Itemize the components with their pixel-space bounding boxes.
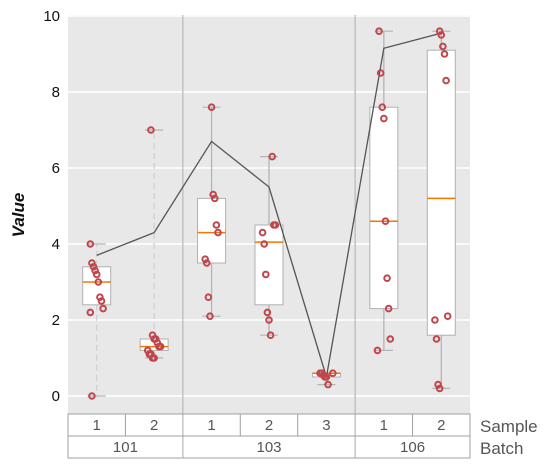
- data-point: [214, 228, 222, 237]
- y-tick-label: 0: [52, 388, 60, 405]
- data-point: [443, 312, 452, 321]
- data-point: [204, 293, 213, 302]
- data-point: [147, 126, 155, 134]
- y-axis: 0 2 4 6 8 10: [43, 8, 60, 405]
- data-point: [442, 76, 450, 85]
- box-rect: [426, 49, 456, 336]
- data-point: [380, 114, 388, 123]
- mean-line: [96, 32, 442, 378]
- batch-label: 103: [256, 439, 281, 456]
- mean-line-layer: [96, 32, 442, 378]
- data-point: [437, 31, 446, 39]
- batch-separators: [182, 15, 356, 458]
- data-point: [210, 194, 219, 203]
- y-tick-label: 6: [52, 160, 60, 177]
- sample-label: 2: [150, 417, 158, 434]
- sample-label: 2: [265, 417, 273, 434]
- sample-row-label: Sample: [480, 417, 538, 436]
- data-point: [383, 274, 391, 283]
- data-point: [207, 103, 216, 111]
- data-point: [150, 354, 158, 362]
- data-point: [324, 380, 332, 389]
- data-point: [329, 369, 337, 378]
- y-axis-label: Value: [9, 193, 28, 238]
- data-point: [97, 297, 106, 305]
- batch-label: 101: [113, 439, 138, 456]
- y-tick-label: 4: [52, 236, 60, 253]
- y-tick-label: 2: [52, 312, 60, 329]
- data-point: [439, 42, 447, 51]
- batch-row-label: Batch: [480, 439, 523, 458]
- y-tick-label: 10: [43, 8, 60, 25]
- data-point: [435, 384, 444, 393]
- category-table: 1 2 101 1 2 3 103 1 2 106: [67, 413, 471, 459]
- box-rect: [197, 197, 227, 264]
- data-point: [92, 270, 101, 279]
- data-point: [322, 373, 331, 381]
- data-point: [375, 27, 383, 36]
- data-point: [258, 228, 267, 237]
- data-point: [373, 346, 382, 355]
- data-point: [156, 342, 165, 351]
- data-point: [378, 103, 387, 111]
- sample-label: 3: [322, 417, 330, 434]
- sample-label: 1: [93, 417, 101, 434]
- box-106-1: [369, 30, 399, 351]
- box-rect: [369, 106, 399, 310]
- data-point: [266, 331, 275, 340]
- data-point: [263, 308, 272, 317]
- data-point: [206, 312, 214, 321]
- data-point: [432, 335, 441, 343]
- batch-label: 106: [400, 439, 425, 456]
- box-rect: [254, 224, 284, 306]
- data-point: [381, 217, 390, 225]
- data-point: [384, 304, 393, 313]
- sample-label: 1: [207, 417, 215, 434]
- data-point: [212, 221, 221, 229]
- data-point: [440, 50, 449, 58]
- data-point: [260, 240, 269, 248]
- y-tick-label: 8: [52, 84, 60, 101]
- data-point: [88, 392, 96, 400]
- data-point: [99, 304, 107, 313]
- data-point: [262, 270, 270, 279]
- sample-label: 1: [380, 417, 388, 434]
- box-106-2: [426, 30, 456, 389]
- data-point: [271, 221, 280, 229]
- data-point: [265, 316, 273, 324]
- data-points: [86, 27, 452, 400]
- data-point: [431, 316, 439, 324]
- data-point: [376, 69, 385, 77]
- box-103-2: [254, 156, 284, 336]
- data-point: [202, 259, 211, 267]
- data-point: [94, 278, 103, 286]
- data-point: [386, 335, 395, 343]
- sample-label: 2: [437, 417, 445, 434]
- data-point: [86, 240, 95, 248]
- data-point: [86, 308, 95, 317]
- data-point: [268, 152, 277, 161]
